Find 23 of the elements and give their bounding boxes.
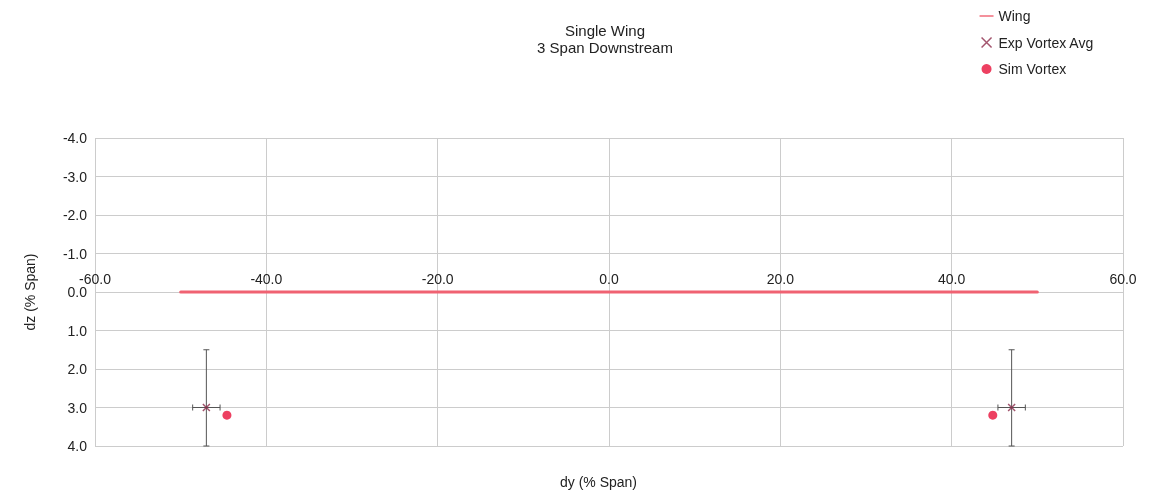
x-axis-title: dy (% Span) bbox=[560, 474, 638, 490]
x-tick-label: -60.0 bbox=[79, 271, 112, 287]
y-tick-label: 4.0 bbox=[67, 438, 88, 454]
legend-label: Wing bbox=[998, 8, 1031, 24]
y-tick-label: 1.0 bbox=[67, 322, 88, 339]
y-tick-label: 3.0 bbox=[67, 399, 88, 416]
x-tick-label: -40.0 bbox=[250, 271, 283, 287]
x-tick-label: 0.0 bbox=[599, 271, 619, 287]
legend-label: Sim Vortex bbox=[998, 61, 1067, 77]
y-axis-title: dz (% Span) bbox=[22, 253, 38, 331]
x-tick-label: -20.0 bbox=[421, 271, 454, 287]
legend-label: Exp Vortex Avg bbox=[998, 34, 1094, 51]
x-tick-label: 20.0 bbox=[766, 271, 795, 287]
x-tick-label: 40.0 bbox=[938, 271, 966, 287]
y-tick-label: -1.0 bbox=[62, 245, 88, 262]
y-tick-label: 0.0 bbox=[67, 284, 88, 300]
y-tick-label: -4.0 bbox=[62, 130, 88, 146]
x-tick-label: 60.0 bbox=[1109, 271, 1137, 287]
chart-title: Single Wing bbox=[564, 22, 646, 39]
y-tick-label: 2.0 bbox=[67, 361, 88, 377]
y-tick-label: -2.0 bbox=[62, 207, 88, 223]
y-tick-label: -3.0 bbox=[62, 168, 88, 185]
chart-subtitle: 3 Span Downstream bbox=[537, 39, 673, 56]
